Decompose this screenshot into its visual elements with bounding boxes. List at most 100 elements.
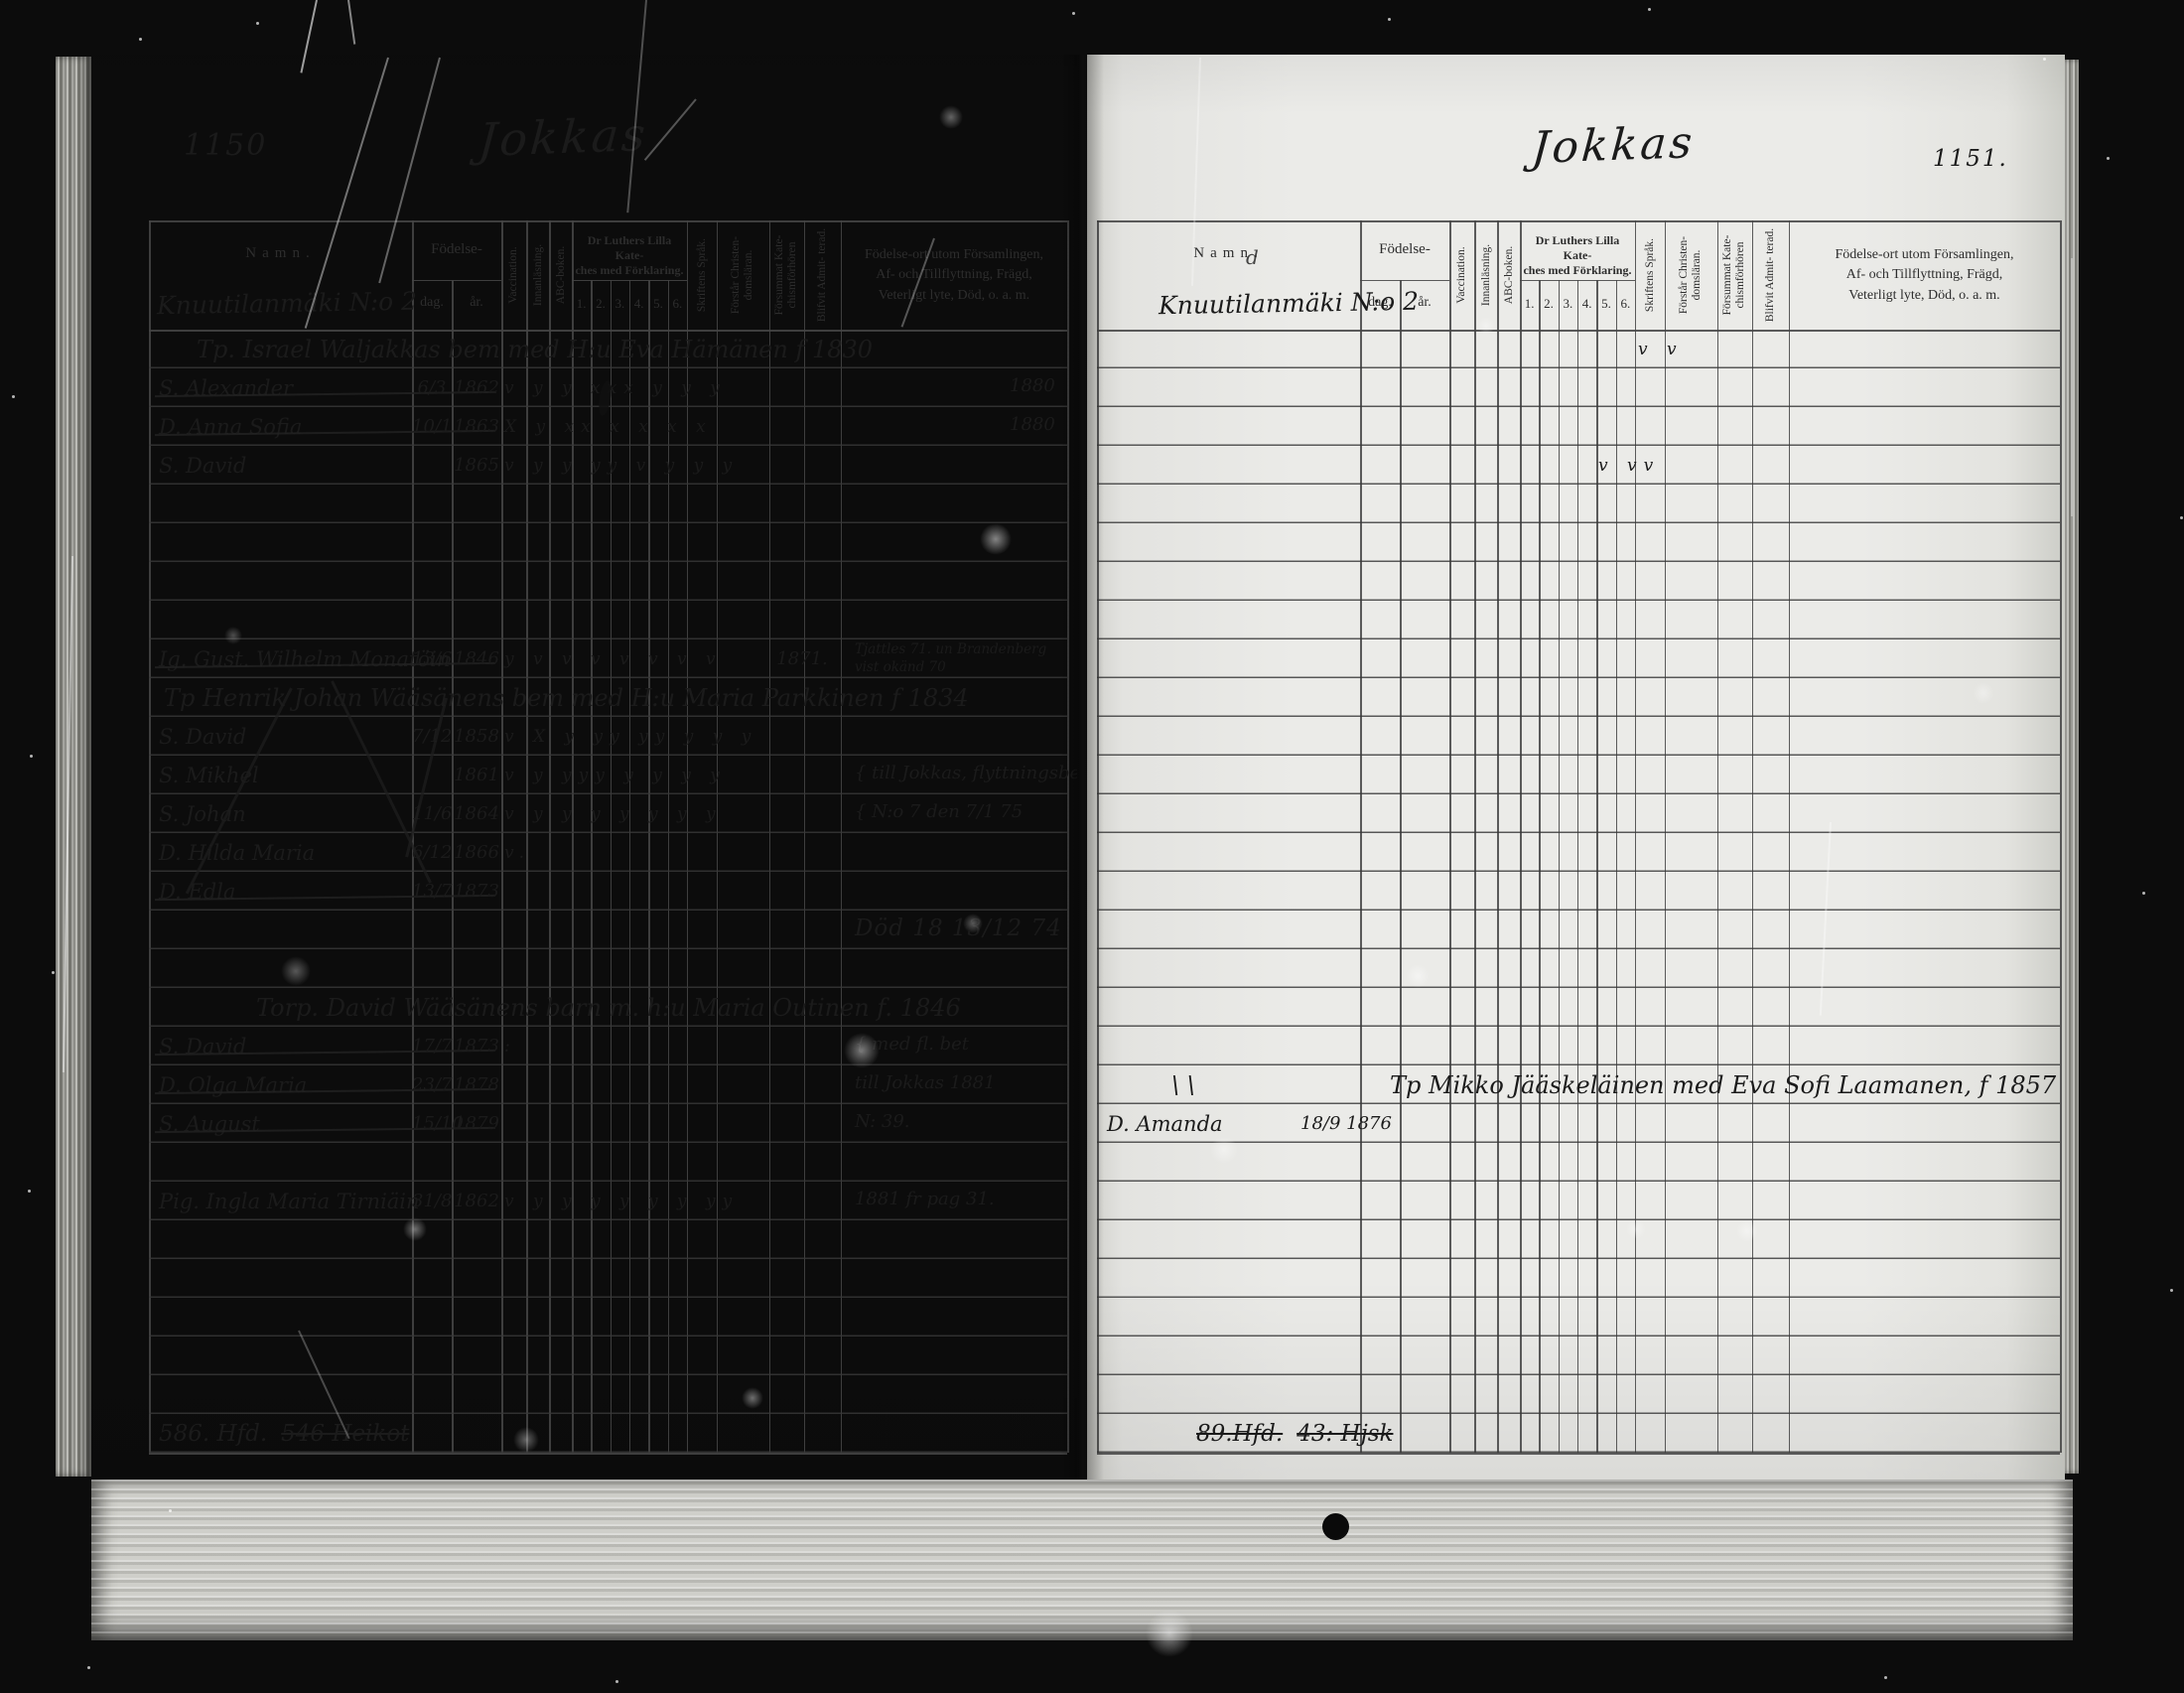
col-header-kateches-3: 3. — [614, 296, 625, 311]
dust-speck — [1884, 1676, 1887, 1679]
fodelse-split-line — [1360, 280, 1449, 282]
paper-blemish — [1973, 682, 1994, 704]
dust-speck — [2180, 516, 2183, 519]
birth-day: 6/12 — [412, 842, 453, 863]
examination-marks: : — [504, 1037, 517, 1057]
header-subcolumn-border — [1539, 280, 1541, 330]
header-subcolumn-border — [667, 280, 670, 330]
col-header-fodelseort: Födelse-ort utom Församlingen, Af- och T… — [864, 247, 1043, 303]
paper-blemish — [1146, 1610, 1193, 1657]
dust-speck — [2170, 1289, 2173, 1292]
family-heading-row: Tp Henrik Johan Wääsänens bem med H:u Ma… — [164, 684, 969, 712]
table-bottom-border — [1097, 1453, 2060, 1456]
family-heading-row: Tp Mikko Jääskeläinen med Eva Sofi Laama… — [1390, 1071, 2057, 1099]
paper-blemish — [980, 523, 1012, 555]
col-header-fodelseort: Födelse-ort utom Församlingen, Af- och T… — [1835, 247, 2014, 303]
person-name: S. David — [159, 725, 247, 749]
paper-blemish — [403, 1217, 427, 1241]
header-column-border — [1634, 220, 1637, 330]
header-column-border — [686, 220, 689, 330]
person-name: S. Johan — [159, 802, 246, 826]
birth-day: 15/10 — [412, 1113, 464, 1134]
col-header-kateches: Dr Luthers Lilla Kate- ches med Förklari… — [1523, 233, 1632, 277]
col-header-kateches-2: 2. — [1544, 296, 1554, 311]
birth-day: 10/1 — [412, 416, 453, 437]
book-bottom-edge — [91, 1480, 2073, 1640]
footer-tally-row: 586. Hfd. 546 Heikot — [159, 1421, 409, 1447]
header-subcolumn-border — [1596, 280, 1598, 330]
birth-year: 1846 — [454, 648, 499, 669]
left-page-title: Jokkas — [477, 106, 650, 168]
left-page-number: 1150 — [184, 128, 268, 163]
footer-tally-row: 89.Hfd. 43: Hjsk — [1196, 1421, 1393, 1447]
col-header-kateches-6: 6. — [672, 296, 683, 311]
col-header-fodelse: Födelse- — [431, 241, 482, 257]
paper-blemish — [1406, 964, 1430, 988]
birth-day: 13/7 — [412, 881, 453, 902]
paper-blemish — [1736, 1220, 1758, 1242]
header-column-border — [526, 220, 528, 330]
birth-year: 1862 — [454, 377, 499, 398]
paper-blemish — [742, 1387, 763, 1409]
person-name: D. Amanda — [1107, 1112, 1223, 1136]
margin-note: 1880 — [1010, 414, 1055, 435]
col-header-kateches-2: 2. — [596, 296, 606, 311]
col-header-ar: år. — [470, 295, 483, 310]
birth-year: 1866 — [454, 842, 499, 863]
examination-marks: X y xx x x x x — [504, 417, 713, 437]
birth-day: 13/6 — [412, 648, 453, 669]
header-subcolumn-border — [1400, 280, 1402, 330]
person-name: D. Hilda Maria — [159, 841, 316, 865]
ruled-lines — [1097, 330, 2060, 1453]
header-subcolumn-border — [1558, 280, 1561, 330]
col-header-kateches-6: 6. — [1620, 296, 1631, 311]
ruled-lines — [149, 330, 1067, 1453]
header-column-border — [1751, 220, 1754, 330]
dust-speck — [28, 1190, 31, 1193]
family-row-premark: \ \ — [1171, 1071, 1195, 1099]
birth-year: 1864 — [454, 803, 499, 824]
birth-day: 7/12 — [412, 726, 453, 747]
col-header-fodelse: Födelse- — [1379, 241, 1431, 257]
header-column-border — [572, 220, 574, 330]
header-column-border — [716, 220, 719, 330]
group-heading-handwritten: Knuutilanmäki N:o 2 — [1158, 286, 1420, 321]
header-subcolumn-border — [628, 280, 631, 330]
header-subcolumn-border — [610, 280, 613, 330]
col-header-kateches: Dr Luthers Lilla Kate- ches med Förklari… — [575, 233, 684, 277]
footer-tally-text: 546 Heikot — [281, 1421, 410, 1447]
header-column-border — [1788, 220, 1791, 330]
dust-speck — [52, 971, 55, 974]
birth-day: 11/6 — [412, 803, 453, 824]
admitted-year: 1871. — [776, 648, 828, 669]
dust-speck — [1072, 12, 1075, 15]
margin-note: 1881 fr pag 31. — [854, 1189, 995, 1209]
header-subcolumn-border — [1615, 280, 1618, 330]
dust-speck — [2107, 157, 2110, 160]
birth-day: 17/7 — [412, 1036, 453, 1057]
margin-note: { med fl. bet — [854, 1034, 969, 1055]
margin-note: { till Jokkas, flyttningsbevis — [854, 763, 1077, 783]
right-page: 1151. Jokkas Namn. Födelse-dag. år. Vaccina… — [1087, 55, 2065, 1480]
margin-note: { N:o 7 den 7/1 75 — [854, 801, 1024, 822]
film-scratch — [347, 0, 356, 45]
footer-tally-text: 43: Hjsk — [1297, 1421, 1394, 1447]
header-column-border — [840, 220, 843, 330]
film-scratch — [2071, 258, 2073, 516]
footer-tally-text: 89.Hfd. — [1196, 1421, 1284, 1447]
header-column-border — [412, 220, 414, 330]
dust-speck — [12, 395, 15, 398]
paper-blemish — [513, 1427, 539, 1453]
col-header-kateches-4: 4. — [633, 296, 644, 311]
birth-year: 1865 — [454, 455, 499, 476]
col-header-kateches-1: 1. — [576, 296, 587, 311]
footer-tally-text: 586. Hfd. — [159, 1421, 268, 1447]
birth-day: 6/3 — [417, 377, 447, 398]
col-header-namn: Namn. — [1193, 245, 1264, 261]
margin-note: Tjattles 71. un Brandenberg vist okänd 7… — [854, 641, 1047, 675]
dust-speck — [139, 38, 142, 41]
birth-year: 1863 — [454, 416, 499, 437]
header-column-border — [501, 220, 503, 330]
table-right-border — [1067, 220, 1069, 1453]
margin-note: till Jokkas 1881 — [854, 1072, 996, 1093]
